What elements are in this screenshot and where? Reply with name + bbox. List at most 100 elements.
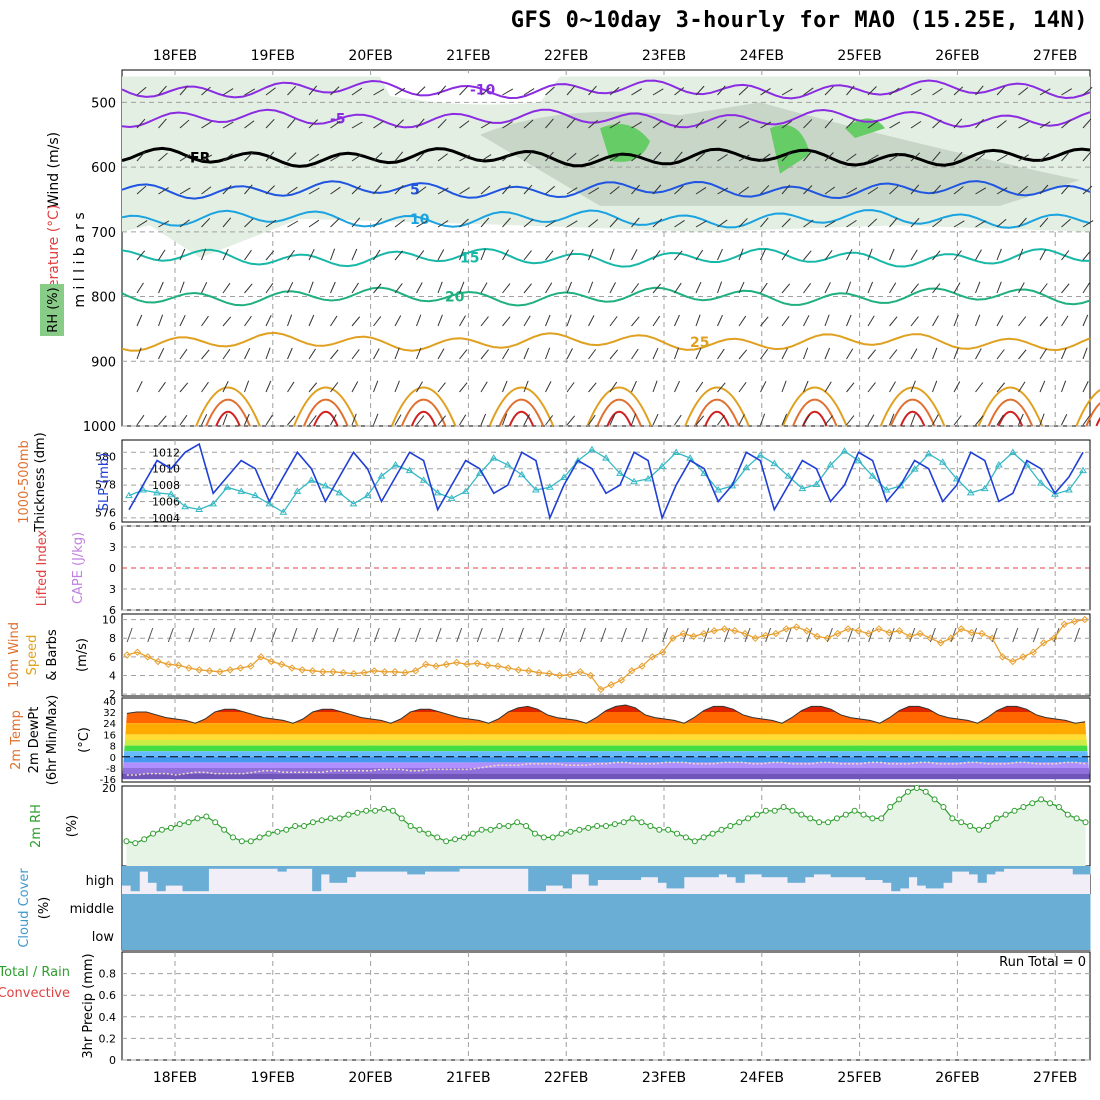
upper-wind-barb — [265, 282, 274, 294]
upper-wind-barb — [932, 151, 941, 162]
upper-wind-barb — [244, 88, 256, 96]
cloud-cell-middle — [597, 894, 607, 922]
upper-wind-barb — [588, 414, 596, 426]
cloud-cell-middle — [139, 894, 149, 922]
cloud-cell-low — [544, 922, 554, 950]
thickness-point — [616, 469, 624, 476]
upper-wind-barb — [351, 185, 361, 195]
cloud-cell-middle — [606, 894, 616, 922]
cloud-cell-high — [882, 866, 892, 883]
cloud-cell-high — [562, 866, 572, 889]
upper-wind-barb — [566, 314, 572, 327]
upper-wind-barb — [781, 316, 790, 327]
upper-wind-barb — [932, 184, 941, 195]
thickness-point — [307, 476, 316, 483]
upper-wind-barb — [652, 184, 662, 195]
upper-wind-barb — [523, 88, 535, 96]
isotherm-FR — [121, 146, 1091, 168]
upper-wind-barb — [824, 220, 836, 228]
upper-wind-barb — [502, 316, 511, 327]
upper-wind-barb — [953, 314, 959, 327]
cloud-cell-high — [234, 866, 244, 869]
cloud-cell-middle — [482, 894, 493, 922]
cloud-cell-high — [917, 866, 927, 886]
cloud-cell-high — [398, 866, 408, 872]
surface-wind-barb — [497, 627, 504, 643]
upper-wind-barb — [803, 219, 814, 228]
cloud-cell-low — [1072, 922, 1082, 950]
upper-wind-barb — [244, 184, 253, 195]
thickness-point — [1008, 448, 1017, 456]
slp-tick-label: 1006 — [152, 496, 180, 509]
upper-wind-barb — [781, 184, 791, 195]
upper-wind-barb — [179, 281, 185, 294]
cloud-cell-middle — [1028, 894, 1038, 922]
cloud-cell-high — [718, 866, 728, 875]
cloud-cell-high — [476, 866, 486, 869]
slp-tick-label: 1012 — [152, 446, 180, 459]
cloud-cell-low — [412, 922, 422, 950]
isotherm-label: -10 — [470, 82, 496, 98]
upper-wind-barb — [545, 250, 554, 261]
temp-panel-axis-title: 2m Temp — [9, 710, 24, 770]
cloud-cell-high — [960, 866, 970, 872]
upper-wind-barb — [459, 315, 466, 327]
cloud-cell-high — [580, 866, 590, 875]
upper-wind-barb — [437, 281, 443, 294]
upper-wind-barb — [652, 151, 662, 162]
upper-wind-barb — [803, 380, 809, 393]
cloud-cell-low — [192, 922, 202, 950]
upper-wind-barb — [803, 283, 812, 294]
upper-wind-barb — [373, 184, 382, 195]
upper-wind-barb — [781, 380, 787, 393]
cloud-cell-low — [579, 922, 589, 950]
upper-wind-barb — [566, 220, 578, 228]
cloud-cell-high — [1038, 866, 1048, 869]
upper-wind-barb — [738, 86, 749, 96]
rh-point — [682, 834, 689, 841]
upper-wind-barb — [824, 314, 830, 327]
cloud-cell-low — [826, 922, 836, 950]
upper-wind-barb — [373, 283, 382, 294]
cloud-cell-middle — [430, 894, 440, 922]
upper-wind-barb — [502, 249, 509, 261]
cloud-cell-low — [386, 922, 396, 950]
upper-wind-barb — [1061, 184, 1070, 195]
upper-wind-barb — [910, 283, 919, 294]
surface-wind-barb — [662, 627, 669, 643]
cloud-cell-middle — [245, 894, 255, 922]
upper-wind-barb — [179, 314, 186, 327]
upper-wind-barb — [975, 187, 987, 195]
surface-wind-barb — [373, 627, 380, 643]
surface-warm-contour — [596, 398, 642, 427]
cloud-cell-high — [536, 866, 546, 892]
upper-wind-barb — [1061, 119, 1071, 129]
thickness-point — [391, 461, 400, 468]
upper-wind-barb — [523, 380, 529, 393]
upper-wind-barb — [480, 217, 490, 228]
cloud-cell-low — [667, 922, 677, 950]
cloud-cell-low — [993, 922, 1003, 950]
upper-wind-barb — [631, 184, 640, 195]
cloud-cell-middle — [579, 894, 589, 922]
upper-wind-barb — [932, 414, 939, 426]
cloud-cell-middle — [201, 894, 211, 922]
cloud-cell-middle — [958, 894, 968, 922]
upper-wind-barb — [330, 382, 339, 393]
date-label-bottom: 26FEB — [935, 1070, 979, 1086]
cloud-cell-low — [500, 922, 510, 950]
thickness-point — [812, 480, 821, 487]
wind-speed-point — [731, 627, 739, 635]
cloud-cell-low — [861, 922, 871, 950]
upper-wind-barb — [910, 413, 916, 426]
thickness-point — [658, 462, 666, 469]
wind-panel-axis-title: Speed — [25, 635, 40, 676]
cloud-cell-middle — [852, 894, 862, 922]
cloud-cell-middle — [394, 894, 405, 922]
panel-frame-upper — [121, 69, 1091, 427]
cloud-cell-high — [329, 866, 339, 883]
surface-warm-contour — [889, 398, 936, 427]
upper-wind-barb — [975, 220, 986, 228]
upper-wind-barb — [566, 187, 578, 195]
upper-wind-barb — [437, 415, 446, 426]
